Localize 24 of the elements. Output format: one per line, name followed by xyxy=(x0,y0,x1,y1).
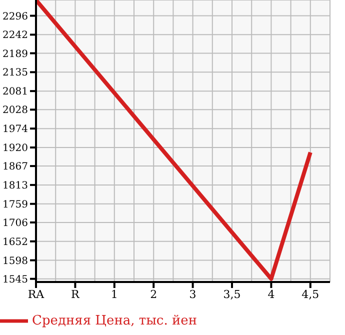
x-tick-label: R xyxy=(71,288,80,301)
y-tick-label: 1867 xyxy=(2,162,28,173)
y-tick-label: 1974 xyxy=(2,124,28,136)
y-tick-label: 1545 xyxy=(2,274,28,286)
x-tick-label: 4 xyxy=(268,288,275,301)
y-tick-label: 1920 xyxy=(2,143,28,154)
x-tick-label: RA xyxy=(28,288,46,301)
y-tick-label: 2135 xyxy=(2,68,28,79)
legend-label: Средняя Цена, тыс. йен xyxy=(32,313,197,328)
y-tick-label: 1706 xyxy=(2,218,28,229)
x-tick-label: 3,5 xyxy=(223,288,241,301)
y-tick-label: 2081 xyxy=(2,86,28,98)
y-tick-label: 1759 xyxy=(2,199,28,210)
y-tick-label: 2028 xyxy=(2,105,28,116)
y-tick-label: 1598 xyxy=(2,256,28,267)
y-tick-label: 1813 xyxy=(2,180,28,192)
y-tick-label: 2296 xyxy=(2,11,28,22)
x-tick-label: 2 xyxy=(150,288,158,301)
y-tick-label: 1652 xyxy=(2,236,28,248)
x-tick-label: 4,5 xyxy=(302,288,320,301)
x-tick-label: 1 xyxy=(110,288,118,301)
y-tick-label: 2189 xyxy=(2,48,28,60)
y-tick-label: 2242 xyxy=(2,30,28,42)
x-tick-label: 3 xyxy=(189,288,196,301)
